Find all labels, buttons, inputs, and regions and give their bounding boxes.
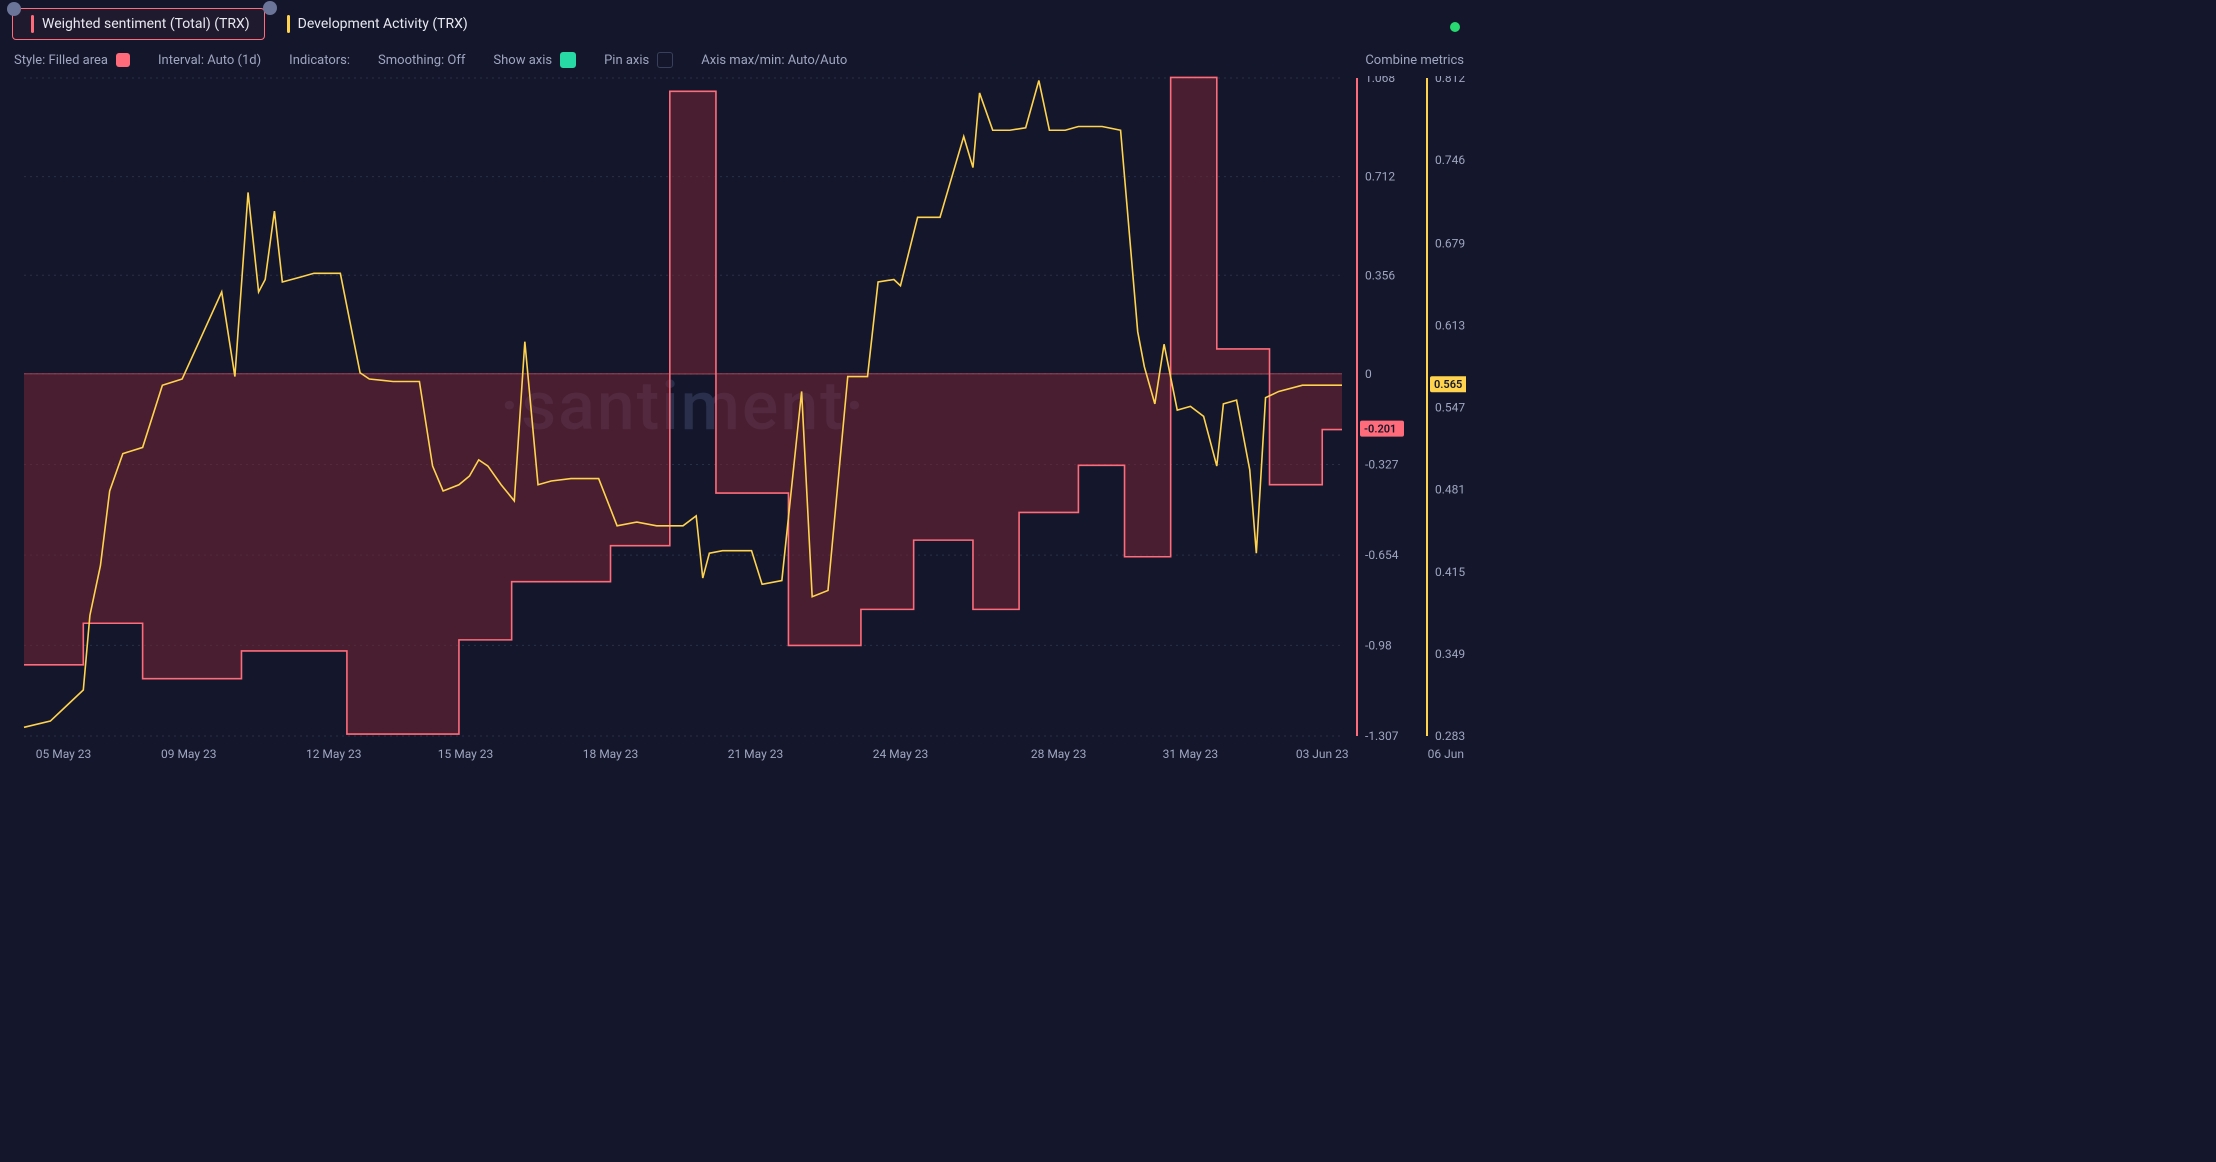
svg-text:0.812: 0.812: [1435, 76, 1465, 85]
svg-text:0.415: 0.415: [1435, 565, 1465, 579]
tab-weighted-sentiment[interactable]: Weighted sentiment (Total) (TRX): [12, 8, 265, 40]
tab-label: Weighted sentiment (Total) (TRX): [42, 16, 250, 32]
svg-text:0.613: 0.613: [1435, 319, 1465, 333]
svg-text:-0.327: -0.327: [1365, 457, 1399, 471]
svg-text:0.349: 0.349: [1435, 647, 1465, 661]
svg-text:0.712: 0.712: [1365, 170, 1395, 184]
svg-text:0.679: 0.679: [1435, 236, 1465, 250]
svg-text:-1.307: -1.307: [1365, 729, 1399, 743]
svg-text:1.068: 1.068: [1365, 76, 1395, 85]
svg-text:0.565: 0.565: [1434, 378, 1462, 391]
axis-minmax-control[interactable]: Axis max/min: Auto/Auto: [701, 53, 847, 68]
interval-label: Interval: Auto (1d): [158, 53, 261, 68]
svg-text:21 May 23: 21 May 23: [728, 747, 784, 761]
pin-axis-control[interactable]: Pin axis: [604, 52, 673, 68]
chart-controls: Style: Filled area Interval: Auto (1d) I…: [14, 52, 1464, 68]
svg-text:0: 0: [1365, 367, 1372, 381]
svg-text:0.481: 0.481: [1435, 483, 1465, 497]
svg-text:0.547: 0.547: [1435, 401, 1465, 415]
svg-text:05 May 23: 05 May 23: [36, 747, 92, 761]
style-label: Style: Filled area: [14, 53, 108, 68]
combine-label: Combine metrics: [1365, 53, 1464, 68]
interval-control[interactable]: Interval: Auto (1d): [158, 53, 261, 68]
svg-text:18 May 23: 18 May 23: [583, 747, 639, 761]
svg-text:0.356: 0.356: [1365, 268, 1395, 282]
svg-text:15 May 23: 15 May 23: [438, 747, 494, 761]
svg-text:28 May 23: 28 May 23: [1031, 747, 1087, 761]
svg-text:-0.201: -0.201: [1364, 423, 1396, 436]
show-axis-label: Show axis: [493, 53, 552, 68]
tab-color-swatch: [287, 15, 290, 33]
svg-text:-0.654: -0.654: [1365, 548, 1399, 562]
svg-text:24 May 23: 24 May 23: [873, 747, 929, 761]
indicators-label: Indicators:: [289, 53, 350, 68]
metric-tabs: Weighted sentiment (Total) (TRX) Develop…: [12, 8, 482, 40]
smoothing-control[interactable]: Smoothing: Off: [378, 53, 465, 68]
svg-text:09 May 23: 09 May 23: [161, 747, 217, 761]
svg-text:0.746: 0.746: [1435, 153, 1465, 167]
show-axis-control[interactable]: Show axis: [493, 52, 576, 68]
svg-text:12 May 23: 12 May 23: [306, 747, 362, 761]
status-indicator: [1450, 22, 1460, 32]
svg-text:06 Jun 23: 06 Jun 23: [1428, 747, 1466, 761]
chart-svg: ·santiment·1.0680.7120.3560-0.327-0.654-…: [12, 76, 1466, 767]
pin-axis-label: Pin axis: [604, 53, 649, 68]
combine-metrics-control[interactable]: Combine metrics: [1365, 53, 1464, 68]
svg-text:-0.98: -0.98: [1365, 638, 1392, 652]
indicators-control[interactable]: Indicators:: [289, 53, 350, 68]
smoothing-label: Smoothing: Off: [378, 53, 465, 68]
svg-text:31 May 23: 31 May 23: [1163, 747, 1219, 761]
svg-text:03 Jun 23: 03 Jun 23: [1296, 747, 1349, 761]
axis-minmax-label: Axis max/min: Auto/Auto: [701, 53, 847, 68]
chart-area[interactable]: ·santiment·1.0680.7120.3560-0.327-0.654-…: [12, 76, 1466, 767]
tab-label: Development Activity (TRX): [298, 16, 468, 32]
svg-text:0.283: 0.283: [1435, 729, 1465, 743]
tab-dev-activity[interactable]: Development Activity (TRX): [269, 8, 482, 40]
show-axis-checkbox[interactable]: [560, 52, 576, 68]
style-control[interactable]: Style: Filled area: [14, 53, 130, 68]
tab-color-swatch: [31, 15, 34, 33]
tab-handle-dot[interactable]: [7, 2, 21, 16]
pin-axis-checkbox[interactable]: [657, 52, 673, 68]
tab-handle-dot[interactable]: [263, 1, 277, 15]
style-swatch: [116, 53, 130, 67]
